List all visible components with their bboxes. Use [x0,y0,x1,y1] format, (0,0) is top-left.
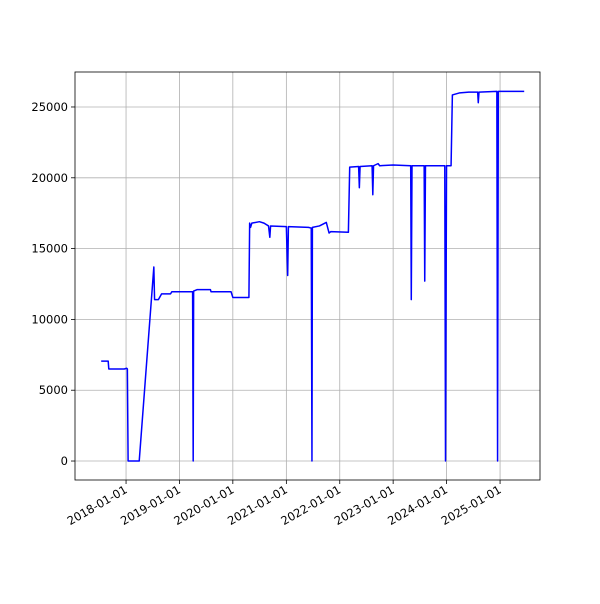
y-tick-label: 0 [61,454,68,468]
y-tick-label: 10000 [31,312,68,326]
y-tick-label: 15000 [31,242,68,256]
plot-frame [74,71,541,481]
y-tick-label: 5000 [39,383,68,397]
data-line [101,90,525,462]
y-tick-label: 25000 [31,100,68,114]
y-tick-label: 20000 [31,171,68,185]
